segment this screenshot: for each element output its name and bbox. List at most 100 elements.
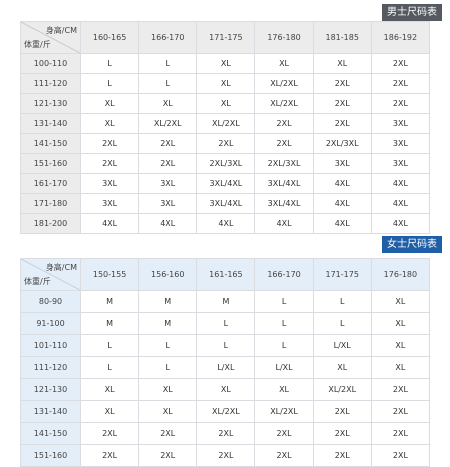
diagonal-divider <box>21 22 80 53</box>
weight-label: 151-160 <box>20 444 81 467</box>
size-cell: 4XL <box>79 213 140 234</box>
size-cell: L <box>254 334 314 357</box>
size-cell: XL <box>370 356 431 379</box>
height-header: 160-165 <box>79 21 140 54</box>
size-cell: XL <box>79 400 140 423</box>
size-cell: L <box>79 356 140 379</box>
size-cell: L <box>138 53 198 74</box>
size-cell: L <box>254 290 314 313</box>
weight-label: 121-130 <box>20 93 81 114</box>
size-cell: 4XL <box>370 173 431 194</box>
weight-label: 131-140 <box>20 113 81 134</box>
size-cell: XL <box>370 290 431 313</box>
table-row: 121-130 XL XL XL XL/2XL 2XL 2XL <box>20 93 431 114</box>
size-cell: 3XL <box>79 173 140 194</box>
weight-label: 171-180 <box>20 193 81 214</box>
table-row: 151-160 2XL 2XL 2XL/3XL 2XL/3XL 3XL 3XL <box>20 153 431 174</box>
weight-axis-label: 体重/斤 <box>24 277 51 286</box>
diagonal-divider <box>21 259 80 290</box>
size-cell: 2XL <box>370 53 431 74</box>
size-cell: M <box>79 290 140 313</box>
size-cell: 3XL <box>370 113 431 134</box>
size-cell: XL <box>196 53 256 74</box>
size-cell: 2XL <box>196 422 256 445</box>
table-row: 80-90 M M M L L XL <box>20 290 431 313</box>
size-cell: 4XL <box>370 193 431 214</box>
weight-label: 161-170 <box>20 173 81 194</box>
size-cell: L/XL <box>196 356 256 379</box>
size-cell: 3XL/4XL <box>196 193 256 214</box>
size-cell: 4XL <box>370 213 431 234</box>
size-cell: 2XL <box>254 133 314 154</box>
size-cell: 2XL/3XL <box>196 153 256 174</box>
size-cell: 2XL <box>312 400 372 423</box>
size-cell: 2XL <box>79 422 140 445</box>
weight-label: 151-160 <box>20 153 81 174</box>
size-cell: XL <box>79 113 140 134</box>
size-cell: XL <box>79 378 140 401</box>
height-header: 150-155 <box>79 258 140 291</box>
table-row: 111-120 L L L/XL L/XL XL XL <box>20 356 431 379</box>
weight-label: 181-200 <box>20 213 81 234</box>
height-header: 156-160 <box>138 258 198 291</box>
size-cell: 2XL <box>370 400 431 423</box>
women-corner-cell: 身高/CM 体重/斤 <box>20 258 81 291</box>
size-cell: 2XL <box>370 93 431 114</box>
size-cell: 2XL <box>370 444 431 467</box>
table-row: 131-140 XL XL XL/2XL XL/2XL 2XL 2XL <box>20 400 431 423</box>
height-header: 166-170 <box>254 258 314 291</box>
size-cell: 2XL <box>196 444 256 467</box>
size-cell: 2XL/3XL <box>254 153 314 174</box>
size-cell: M <box>138 312 198 335</box>
size-cell: 2XL <box>312 93 372 114</box>
height-header: 161-165 <box>196 258 256 291</box>
weight-label: 91-100 <box>20 312 81 335</box>
height-header: 166-170 <box>138 21 198 54</box>
size-cell: XL <box>370 312 431 335</box>
weight-label: 131-140 <box>20 400 81 423</box>
height-header: 186-192 <box>370 21 431 54</box>
size-cell: 2XL <box>138 153 198 174</box>
size-cell: XL/2XL <box>196 400 256 423</box>
size-cell: XL <box>138 93 198 114</box>
size-cell: 2XL <box>312 422 372 445</box>
weight-axis-label: 体重/斤 <box>24 40 51 49</box>
size-cell: 4XL <box>138 213 198 234</box>
size-cell: 3XL <box>370 153 431 174</box>
size-cell: XL <box>196 93 256 114</box>
weight-label: 111-120 <box>20 73 81 94</box>
size-cell: 3XL <box>370 133 431 154</box>
size-cell: L <box>312 312 372 335</box>
size-cell: XL/2XL <box>254 73 314 94</box>
size-cell: 2XL/3XL <box>312 133 372 154</box>
height-header: 176-180 <box>254 21 314 54</box>
weight-label: 80-90 <box>20 290 81 313</box>
weight-label: 141-150 <box>20 422 81 445</box>
size-cell: XL <box>312 356 372 379</box>
size-cell: 4XL <box>312 213 372 234</box>
table-row: 100-110 L L XL XL XL 2XL <box>20 53 431 74</box>
table-row: 121-130 XL XL XL XL XL/2XL 2XL <box>20 378 431 401</box>
size-cell: 2XL <box>79 133 140 154</box>
men-header-row: 身高/CM 体重/斤 160-165 166-170 171-175 176-1… <box>20 21 431 54</box>
size-cell: 3XL <box>79 193 140 214</box>
weight-label: 141-150 <box>20 133 81 154</box>
size-cell: M <box>196 290 256 313</box>
size-cell: 3XL <box>138 193 198 214</box>
size-cell: XL <box>196 378 256 401</box>
table-row: 91-100 M M L L L XL <box>20 312 431 335</box>
size-cell: XL <box>138 378 198 401</box>
height-header: 171-175 <box>196 21 256 54</box>
size-cell: 2XL <box>79 153 140 174</box>
height-header: 176-180 <box>370 258 431 291</box>
size-cell: L <box>79 53 140 74</box>
size-cell: 3XL/4XL <box>254 193 314 214</box>
weight-label: 121-130 <box>20 378 81 401</box>
size-cell: XL <box>312 53 372 74</box>
size-cell: M <box>79 312 140 335</box>
size-cell: L/XL <box>254 356 314 379</box>
table-row: 151-160 2XL 2XL 2XL 2XL 2XL 2XL <box>20 444 431 467</box>
size-cell: XL <box>138 400 198 423</box>
table-row: 111-120 L L XL XL/2XL 2XL 2XL <box>20 73 431 94</box>
weight-label: 100-110 <box>20 53 81 74</box>
